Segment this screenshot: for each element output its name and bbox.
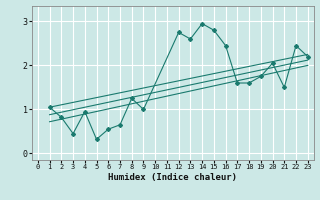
X-axis label: Humidex (Indice chaleur): Humidex (Indice chaleur) [108,173,237,182]
